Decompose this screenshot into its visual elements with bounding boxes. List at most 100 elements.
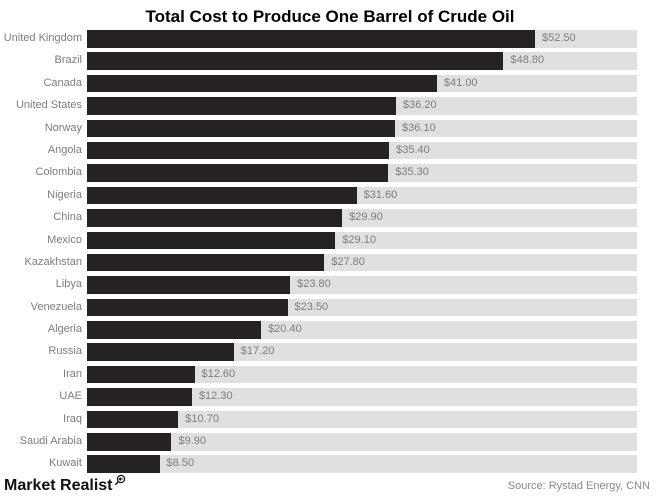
value-label: $23.50 xyxy=(294,300,329,313)
bar xyxy=(87,30,536,48)
value-label: $41.00 xyxy=(443,76,478,89)
bar-track: $48.80 xyxy=(87,52,637,70)
bar-track: $10.70 xyxy=(87,410,637,429)
bar-row: Libya $23.80 xyxy=(0,276,660,294)
bar-row: UAE $12.30 xyxy=(0,388,660,406)
bar xyxy=(87,209,343,227)
value-label: $31.60 xyxy=(363,188,398,201)
bar xyxy=(87,97,396,115)
category-label: Kazakhstan xyxy=(24,255,82,268)
bar-row: United States $36.20 xyxy=(0,97,660,115)
bar-track: $8.50 xyxy=(87,455,637,473)
bar-track: $29.10 xyxy=(87,231,637,250)
chart-title: Total Cost to Produce One Barrel of Crud… xyxy=(145,7,515,26)
bar xyxy=(87,74,437,93)
category-label: China xyxy=(53,211,82,224)
value-label: $36.20 xyxy=(402,99,437,112)
category-label: Venezuela xyxy=(30,300,82,313)
value-label: $35.40 xyxy=(396,143,430,156)
value-label: $36.10 xyxy=(402,121,436,134)
bar xyxy=(87,141,390,160)
bar-track: $52.50 xyxy=(87,30,637,48)
bar-row: Kuwait $8.50 xyxy=(0,455,660,473)
bar-track: $12.30 xyxy=(87,388,637,406)
brand-logo: Market Realist xyxy=(4,474,126,494)
value-label: $17.20 xyxy=(240,345,275,358)
bar-track: $9.90 xyxy=(87,433,637,451)
value-label: $23.80 xyxy=(297,278,331,291)
bar-row: Iraq $10.70 xyxy=(0,410,660,429)
bar xyxy=(87,321,262,339)
bar-track: $35.30 xyxy=(87,164,637,182)
bar xyxy=(87,119,396,138)
category-label: Russia xyxy=(48,345,82,358)
bar-row: Canada $41.00 xyxy=(0,74,660,93)
bar xyxy=(87,298,288,317)
bar-row: Norway $36.10 xyxy=(0,119,660,138)
value-label: $10.70 xyxy=(185,412,219,425)
bar-row: Kazakhstan $27.80 xyxy=(0,253,660,272)
bar-track: $23.50 xyxy=(87,298,637,317)
bar-row: Brazil $48.80 xyxy=(0,52,660,70)
bar xyxy=(87,276,291,294)
value-label: $20.40 xyxy=(268,323,302,336)
bar-row: China $29.90 xyxy=(0,209,660,227)
value-label: $8.50 xyxy=(166,457,195,470)
bar xyxy=(87,52,504,70)
bar-track: $17.20 xyxy=(87,343,637,361)
category-label: Angola xyxy=(47,143,82,156)
category-label: Kuwait xyxy=(48,457,82,470)
brand-logo-text: Market Realist xyxy=(4,477,113,494)
bar-row: Mexico $29.10 xyxy=(0,231,660,250)
bar-track: $31.60 xyxy=(87,186,637,205)
category-label: Iraq xyxy=(63,412,82,425)
category-label: Libya xyxy=(55,278,82,291)
category-label: Saudi Arabia xyxy=(19,435,82,448)
bar-track: $29.90 xyxy=(87,209,637,227)
bar-track: $23.80 xyxy=(87,276,637,294)
bar xyxy=(87,410,179,429)
category-label: Norway xyxy=(44,121,82,134)
bar-row: Algeria $20.40 xyxy=(0,321,660,339)
bar-track: $20.40 xyxy=(87,321,637,339)
source-credit: Source: Rystad Energy, CNN xyxy=(507,480,650,492)
bar-row: Iran $12.60 xyxy=(0,365,660,384)
category-label: Iran xyxy=(63,367,82,380)
bar xyxy=(87,343,234,361)
value-label: $27.80 xyxy=(331,255,365,268)
bar-row: Angola $35.40 xyxy=(0,141,660,160)
bar xyxy=(87,455,160,473)
bar xyxy=(87,164,389,182)
value-label: $48.80 xyxy=(510,54,545,67)
category-label: Algeria xyxy=(47,323,82,336)
category-label: United States xyxy=(15,99,82,112)
bar xyxy=(87,186,357,205)
bar-track: $27.80 xyxy=(87,253,637,272)
magnifier-icon xyxy=(114,474,126,490)
category-label: Mexico xyxy=(47,233,82,246)
value-label: $29.10 xyxy=(342,233,376,246)
bar-track: $36.10 xyxy=(87,119,637,138)
value-label: $52.50 xyxy=(542,32,576,44)
category-label: UAE xyxy=(59,390,82,403)
footer: Market Realist Source: Rystad Energy, CN… xyxy=(0,474,660,502)
value-label: $9.90 xyxy=(178,435,206,448)
bar xyxy=(87,231,336,250)
bar xyxy=(87,253,325,272)
value-label: $12.30 xyxy=(198,390,233,403)
value-label: $29.90 xyxy=(349,211,383,224)
bar xyxy=(87,388,192,406)
bar-row: Russia $17.20 xyxy=(0,343,660,361)
bar xyxy=(87,365,195,384)
value-label: $12.60 xyxy=(201,367,236,380)
bar-row: United Kingdom $52.50 xyxy=(0,30,660,48)
bar-row: Saudi Arabia $9.90 xyxy=(0,433,660,451)
category-label: Colombia xyxy=(35,166,82,179)
bar-row: Venezuela $23.50 xyxy=(0,298,660,317)
value-label: $35.30 xyxy=(395,166,429,179)
bar-track: $35.40 xyxy=(87,141,637,160)
bar xyxy=(87,433,172,451)
bar-row: Nigeria $31.60 xyxy=(0,186,660,205)
category-label: Canada xyxy=(43,76,82,89)
bar-row: Colombia $35.30 xyxy=(0,164,660,182)
